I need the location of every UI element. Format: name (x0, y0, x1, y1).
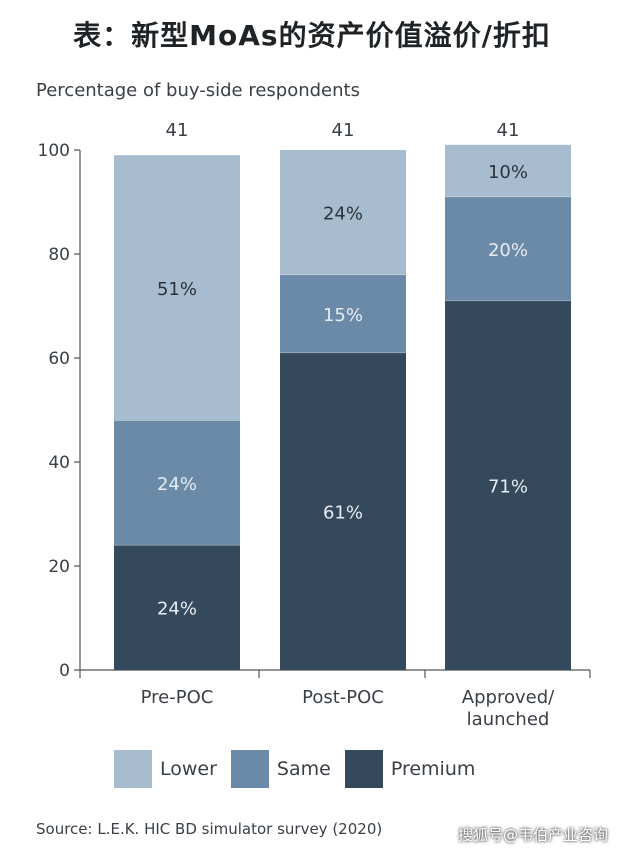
y-axis-label: Percentage of buy-side respondents (36, 80, 360, 101)
legend-swatch-same (230, 750, 269, 788)
y-tick-label-40: 40 (48, 453, 70, 473)
bar-segment-same-3 (445, 196, 571, 301)
bar-segment-same-2 (280, 274, 406, 353)
data-label-same-1: 24% (157, 474, 197, 495)
bar-segment-premium-1 (114, 545, 240, 670)
data-label-same-2: 15% (323, 305, 363, 326)
bar-count-label-3: 41 (497, 120, 520, 141)
bar-segment-premium-2 (280, 352, 406, 670)
legend-label-lower: Lower (160, 758, 217, 780)
bar-segment-lower-3 (445, 144, 571, 197)
legend-item-same: Same (230, 750, 331, 788)
bar-count-label-2: 41 (332, 120, 355, 141)
x-tick-label-3-line2: launched (467, 709, 550, 730)
x-tick-label-1: Pre-POC (141, 687, 214, 708)
data-label-same-3: 20% (488, 240, 528, 261)
data-label-premium-2: 61% (323, 502, 363, 523)
legend-swatch-lower (114, 750, 152, 788)
y-tick-label-20: 20 (48, 557, 70, 577)
y-tick-label-80: 80 (48, 245, 70, 265)
bar-segment-premium-3 (445, 300, 571, 670)
bar-segment-lower-1 (114, 155, 240, 421)
legend-item-premium: Premium (344, 750, 476, 788)
bar-segment-lower-2 (280, 150, 406, 275)
data-label-lower-2: 24% (323, 203, 363, 224)
y-tick-label-100: 100 (38, 141, 70, 161)
x-tick-label-2: Post-POC (302, 687, 384, 708)
data-label-premium-3: 71% (488, 476, 528, 497)
data-label-lower-1: 51% (157, 279, 197, 300)
data-label-lower-3: 10% (488, 162, 528, 183)
legend-swatch-premium (344, 750, 383, 788)
bar-segment-same-1 (114, 420, 240, 546)
x-tick-label-3-line1: Approved/ (462, 687, 555, 708)
legend-label-premium: Premium (390, 758, 476, 780)
source-note: Source: L.E.K. HIC BD simulator survey (… (36, 820, 383, 838)
watermark: 搜狐号@韦伯产业咨询 (458, 826, 609, 844)
legend-label-same: Same (276, 758, 331, 780)
data-label-premium-1: 24% (157, 599, 197, 620)
y-tick-label-0: 0 (59, 661, 70, 681)
chart-title: 表：新型MoAs的资产价值溢价/折扣 (73, 19, 551, 52)
legend-item-lower: Lower (114, 750, 217, 788)
legend: Lower Same Premium (114, 750, 489, 788)
y-tick-label-60: 60 (48, 349, 70, 369)
bar-count-label-1: 41 (166, 120, 189, 141)
